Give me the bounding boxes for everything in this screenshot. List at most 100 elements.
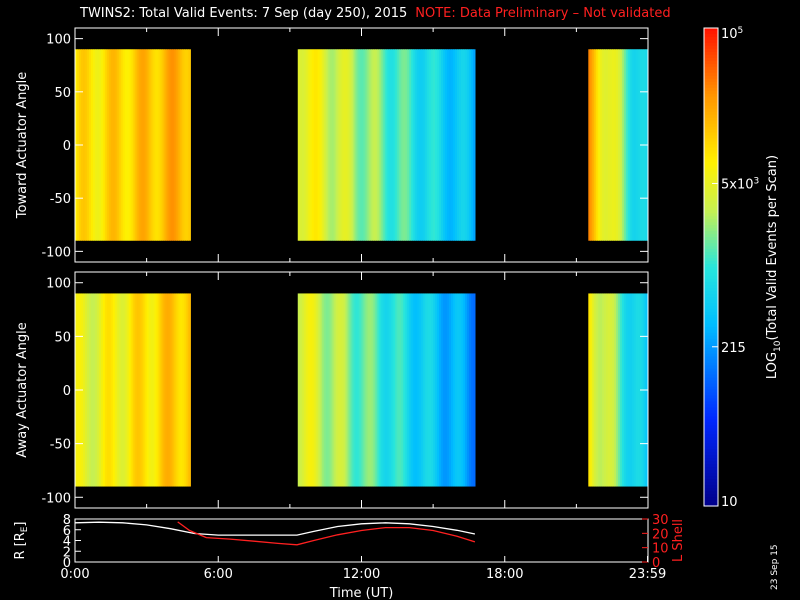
heatmap-column bbox=[333, 293, 337, 487]
heatmap-column bbox=[359, 293, 363, 487]
colorbar-cell bbox=[704, 225, 718, 229]
heatmap-column bbox=[397, 293, 400, 487]
colorbar-cell bbox=[704, 326, 718, 331]
heatmap-column bbox=[166, 49, 170, 241]
heatmap-column bbox=[118, 293, 122, 487]
chart-title: TWINS2: Total Valid Events: 7 Sep (day 2… bbox=[80, 6, 671, 21]
colorbar-cell bbox=[704, 410, 718, 414]
heatmap-column bbox=[174, 49, 177, 241]
colorbar-cell bbox=[704, 210, 718, 214]
heatmap-column bbox=[456, 293, 460, 487]
colorbar-cell bbox=[704, 353, 718, 358]
colorbar-cell bbox=[704, 132, 718, 137]
heatmap-column bbox=[164, 293, 168, 487]
heatmap-column bbox=[106, 293, 110, 487]
colorbar-cell bbox=[704, 314, 718, 319]
heatmap-column bbox=[106, 49, 110, 241]
colorbar-cell bbox=[704, 383, 718, 388]
colorbar-cell bbox=[704, 30, 718, 35]
heatmap-column bbox=[329, 293, 333, 487]
heatmap-column bbox=[451, 49, 454, 241]
colorbar-cell bbox=[704, 416, 718, 420]
heatmap-column bbox=[411, 49, 414, 241]
heatmap-column bbox=[610, 293, 613, 487]
heatmap-column bbox=[617, 293, 621, 487]
heatmap-column bbox=[329, 49, 333, 241]
colorbar-cell bbox=[704, 386, 718, 391]
heatmap-column bbox=[453, 293, 456, 487]
heatmap-column bbox=[152, 49, 156, 241]
colorbar-cell bbox=[704, 72, 718, 77]
y-axis-label: Away Actuator Angle bbox=[15, 322, 30, 457]
colorbar-cell bbox=[704, 269, 718, 274]
heatmap-column bbox=[100, 293, 104, 487]
heatmap-column bbox=[365, 49, 369, 241]
heatmap-column bbox=[445, 49, 448, 241]
colorbar-cell bbox=[704, 359, 718, 364]
heatmap-column bbox=[186, 49, 189, 241]
heatmap-column bbox=[315, 293, 319, 487]
heatmap-column bbox=[176, 293, 179, 487]
colorbar-cell bbox=[704, 299, 718, 304]
colorbar-cell bbox=[704, 36, 718, 41]
heatmap-column bbox=[472, 293, 476, 487]
colorbar-cell bbox=[704, 105, 718, 110]
y-tick-label: -50 bbox=[50, 192, 71, 207]
heatmap-column bbox=[108, 49, 112, 241]
heatmap-column bbox=[427, 293, 430, 487]
colorbar-cell bbox=[704, 165, 718, 170]
heatmap-column bbox=[351, 293, 355, 487]
colorbar-cell bbox=[704, 168, 718, 172]
heatmap-column bbox=[466, 49, 470, 241]
colorbar-cell bbox=[704, 497, 718, 501]
heatmap-segment bbox=[588, 293, 649, 487]
heatmap-column bbox=[375, 293, 378, 487]
colorbar-cell bbox=[704, 305, 718, 310]
colorbar-cell bbox=[704, 278, 718, 283]
colorbar-cell bbox=[704, 78, 718, 83]
heatmap-column bbox=[399, 49, 402, 241]
heatmap-column bbox=[347, 293, 351, 487]
colorbar-cell bbox=[704, 347, 718, 352]
colorbar-tick-label: 215 bbox=[721, 341, 746, 356]
lshell-tick-label: 0 bbox=[652, 556, 660, 571]
heatmap-column bbox=[401, 293, 404, 487]
colorbar-cell bbox=[704, 93, 718, 98]
colorbar-cell bbox=[704, 476, 718, 480]
heatmap-column bbox=[160, 293, 164, 487]
colorbar-cell bbox=[704, 150, 718, 155]
colorbar-cell bbox=[704, 120, 718, 125]
heatmap-column bbox=[333, 49, 337, 241]
colorbar-cell bbox=[704, 275, 718, 280]
colorbar-cell bbox=[704, 320, 718, 325]
heatmap-column bbox=[429, 49, 432, 241]
heatmap-column bbox=[411, 293, 414, 487]
heatmap-column bbox=[441, 293, 444, 487]
heatmap-column bbox=[617, 49, 621, 241]
colorbar-cell bbox=[704, 48, 718, 53]
colorbar-cell bbox=[704, 45, 718, 50]
heatmap-column bbox=[303, 293, 307, 487]
heatmap-column bbox=[423, 49, 426, 241]
heatmap-column bbox=[405, 293, 408, 487]
heatmap-column bbox=[313, 49, 317, 241]
heatmap-column bbox=[395, 49, 398, 241]
heatmap-column bbox=[319, 49, 323, 241]
heatmap-column bbox=[387, 49, 390, 241]
colorbar-cell bbox=[704, 401, 718, 406]
heatmap-column bbox=[142, 293, 146, 487]
heatmap-column bbox=[96, 49, 100, 241]
heatmap-segment bbox=[75, 293, 191, 487]
heatmap-column bbox=[460, 49, 464, 241]
heatmap-column bbox=[592, 49, 595, 241]
colorbar-cell bbox=[704, 311, 718, 316]
heatmap-column bbox=[166, 293, 170, 487]
heatmap-column bbox=[375, 49, 378, 241]
heatmap-column bbox=[128, 49, 132, 241]
heatmap-column bbox=[102, 49, 106, 241]
heatmap-column bbox=[367, 293, 371, 487]
heatmap-column bbox=[82, 49, 86, 241]
colorbar-cell bbox=[704, 467, 718, 471]
colorbar-cell bbox=[704, 290, 718, 295]
